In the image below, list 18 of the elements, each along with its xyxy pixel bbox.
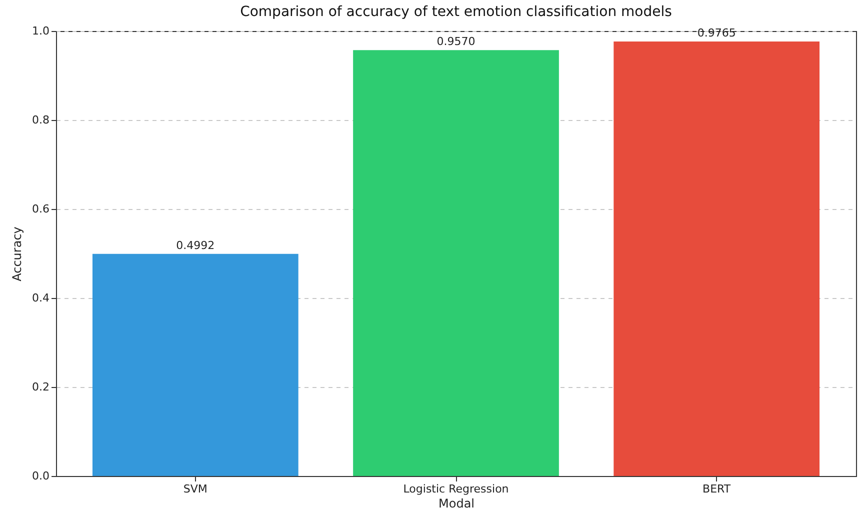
y-tick-label: 1.0 [32, 24, 50, 38]
x-tick-label: SVM [183, 482, 208, 496]
y-tick-label: 0.0 [32, 470, 50, 482]
bar [353, 50, 559, 476]
chart-title: Comparison of accuracy of text emotion classification models [240, 4, 672, 20]
data-label: 0.9765 [697, 26, 736, 40]
data-label: 0.9570 [436, 35, 476, 48]
y-tick-label: 0.8 [32, 114, 50, 126]
y-tick-label: 0.6 [32, 202, 50, 216]
x-tick-label: Logistic Regression [403, 482, 509, 496]
y-tick-label: 0.2 [32, 380, 50, 394]
y-axis-title: Accuracy [10, 226, 24, 282]
data-label: 0.4992 [176, 238, 215, 252]
y-tick-label: 0.4 [32, 292, 50, 304]
x-tick-label: BERT [702, 482, 731, 496]
x-axis-title: Modal [438, 496, 474, 510]
bar [614, 41, 820, 476]
bar [92, 254, 298, 476]
